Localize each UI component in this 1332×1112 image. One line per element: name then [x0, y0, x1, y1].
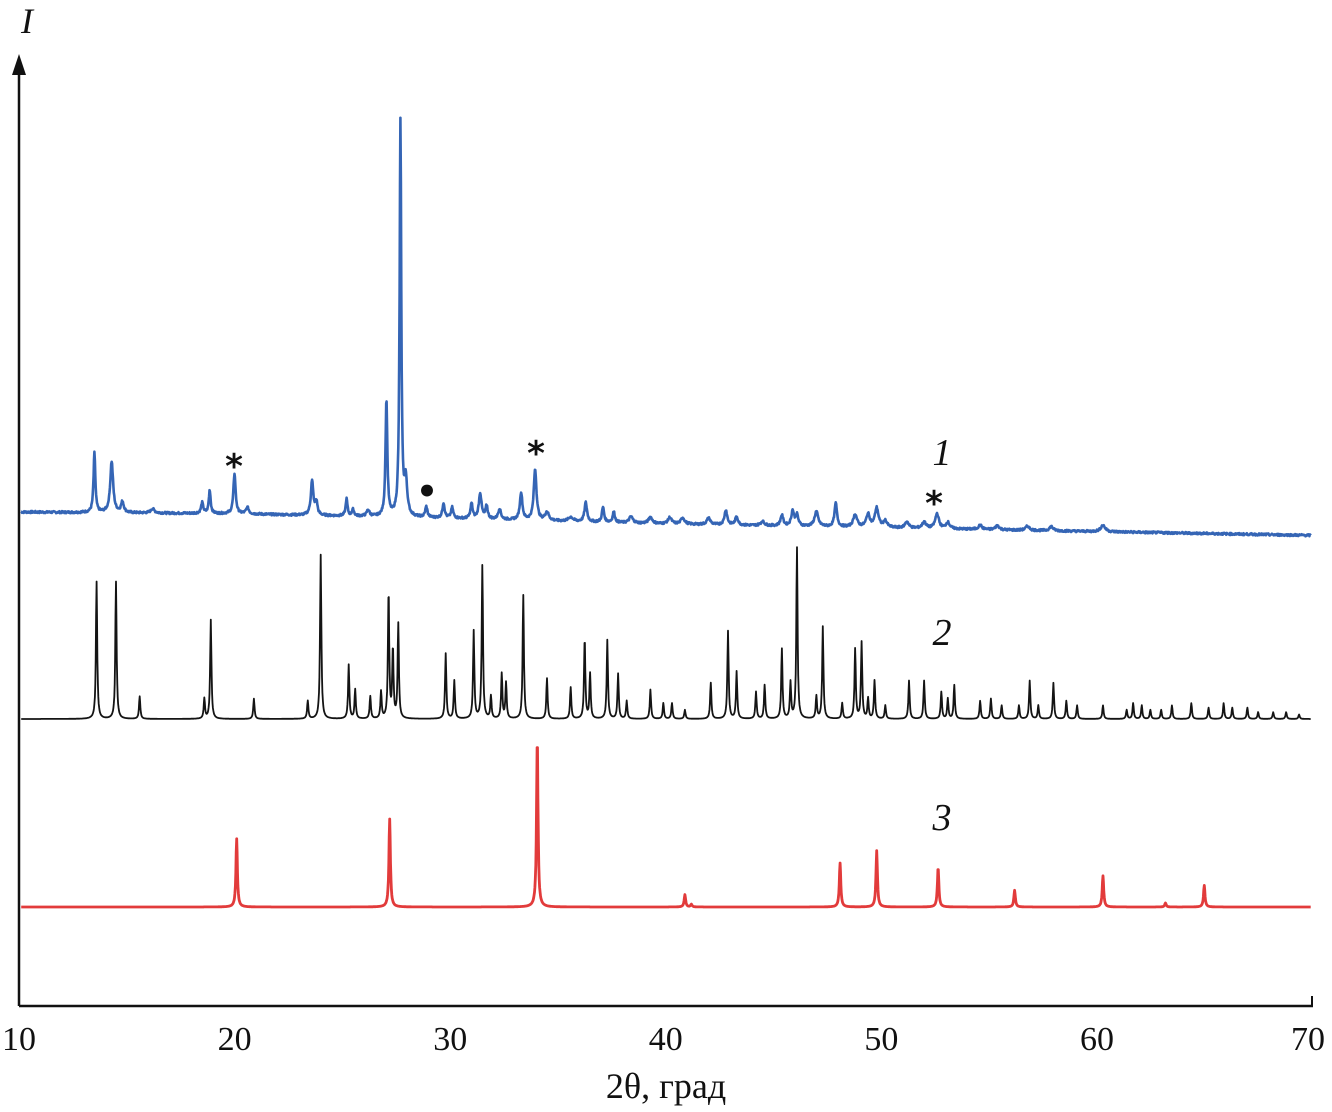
x-tick-label-50: 50 [864, 1021, 898, 1058]
x-tick-label-40: 40 [649, 1021, 683, 1058]
series-2-label: 2 [933, 612, 952, 654]
x-tick-label-70: 70 [1291, 1021, 1325, 1058]
series-2-trace [20, 546, 1312, 720]
x-tick-label-20: 20 [218, 1021, 252, 1058]
peak-marker-dot: • [416, 472, 438, 512]
peak-marker-star: * [225, 447, 243, 487]
series-3-label: 3 [932, 797, 952, 839]
peak-marker-star: * [527, 434, 545, 474]
series-3-trace [20, 746, 1312, 909]
y-axis-arrowhead [12, 54, 26, 75]
x-tick-label-30: 30 [433, 1021, 467, 1058]
x-axis-label: 2θ, град [606, 1066, 726, 1106]
x-tick-label-10: 10 [2, 1021, 36, 1058]
peak-marker-star: * [925, 484, 943, 524]
y-axis-label: I [20, 1, 35, 41]
series-1-label: 1 [933, 432, 952, 474]
x-tick-labels: 10 20 30 40 50 60 70 [2, 1021, 1325, 1058]
series-1-trace [20, 116, 1312, 538]
x-tick-label-60: 60 [1080, 1021, 1114, 1058]
